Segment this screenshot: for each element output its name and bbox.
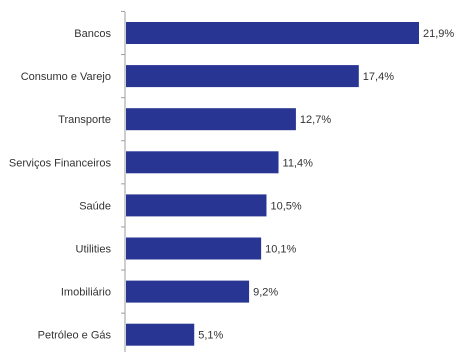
value-label: 10,1% — [265, 244, 296, 256]
y-axis-ticks — [121, 10, 125, 314]
category-label: Bancos — [74, 28, 111, 40]
bars-group — [126, 22, 419, 346]
value-label: 21,9% — [423, 28, 454, 40]
bar-0 — [126, 22, 419, 44]
category-label: Serviços Financeiros — [9, 157, 112, 169]
value-label: 10,5% — [270, 200, 301, 212]
bar-3 — [126, 151, 279, 174]
value-label: 11,4% — [283, 157, 314, 169]
bar-5 — [126, 237, 262, 260]
bar-7 — [126, 323, 195, 346]
category-label: Consumo e Varejo — [21, 71, 111, 83]
value-label: 17,4% — [363, 71, 394, 83]
value-label: 5,1% — [198, 330, 223, 342]
value-labels: 21,9% 17,4% 12,7% 11,4% 10,5% 10,1% 9,2% 5,1% — [198, 28, 454, 342]
value-label: 12,7% — [300, 114, 331, 126]
bar-6 — [126, 280, 250, 303]
category-label: Transporte — [58, 114, 111, 126]
category-label: Utilities — [76, 244, 112, 256]
category-labels: Bancos Consumo e Varejo Transporte Serviços… — [9, 28, 112, 342]
bar-2 — [126, 108, 296, 131]
category-label: Petróleo e Gás — [38, 330, 112, 342]
bar-1 — [126, 65, 359, 88]
bar-4 — [126, 194, 267, 217]
category-label: Imobiliário — [61, 287, 111, 299]
value-label: 9,2% — [253, 287, 278, 299]
category-label: Saúde — [79, 200, 111, 212]
